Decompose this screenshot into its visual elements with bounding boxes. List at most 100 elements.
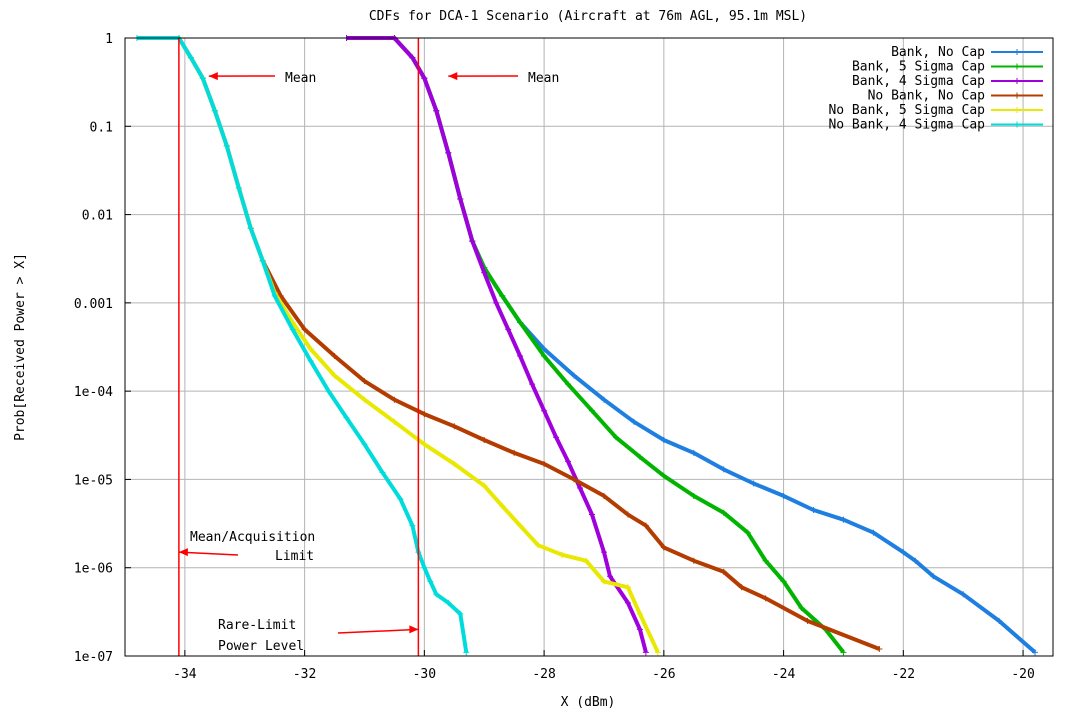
x-tick-label: -34 bbox=[173, 667, 197, 682]
legend-label: No Bank, 4 Sigma Cap bbox=[828, 118, 985, 133]
series-point-marker bbox=[361, 396, 368, 403]
series-point-marker bbox=[636, 453, 643, 460]
series-point-marker bbox=[343, 414, 350, 421]
series-point-marker bbox=[636, 626, 643, 633]
series-point-marker bbox=[720, 466, 727, 473]
series-point-marker bbox=[289, 326, 296, 333]
series-point-marker bbox=[493, 299, 500, 306]
series-point-marker bbox=[541, 460, 548, 467]
series-point-marker bbox=[690, 492, 697, 499]
series-point-marker bbox=[391, 396, 398, 403]
series-point-marker bbox=[577, 484, 584, 491]
annotation-mean-acquisition: Mean/Acquisition bbox=[190, 530, 315, 545]
series-point-marker bbox=[559, 551, 566, 558]
annotation-arrowhead bbox=[208, 72, 218, 81]
series-point-marker bbox=[660, 436, 667, 443]
series-point-marker bbox=[960, 591, 967, 598]
y-tick-label: 1e-04 bbox=[74, 385, 113, 400]
series-point-marker bbox=[331, 353, 338, 360]
series-point-marker bbox=[810, 507, 817, 514]
series-point-marker bbox=[720, 509, 727, 516]
series-point-marker bbox=[762, 557, 769, 564]
series-point-marker bbox=[409, 522, 416, 529]
series-point-marker bbox=[600, 396, 607, 403]
series-point-marker bbox=[511, 449, 518, 456]
series-point-marker bbox=[301, 326, 308, 333]
y-tick-label: 1 bbox=[105, 32, 113, 47]
series-point-marker bbox=[565, 381, 572, 388]
series-point-marker bbox=[259, 257, 266, 264]
series-point-marker bbox=[600, 492, 607, 499]
series-point-marker bbox=[187, 54, 194, 61]
x-tick-label: -28 bbox=[532, 667, 555, 682]
series-point-marker bbox=[421, 75, 428, 82]
series-group bbox=[343, 35, 649, 656]
series-point-marker bbox=[571, 476, 578, 483]
series-point-marker bbox=[379, 469, 386, 476]
chart-title: CDFs for DCA-1 Scenario (Aircraft at 76m… bbox=[369, 9, 807, 24]
series-point-marker bbox=[690, 449, 697, 456]
series-group bbox=[133, 35, 470, 656]
series-point-marker bbox=[588, 511, 595, 518]
annotation-power-level: Power Level bbox=[218, 639, 304, 654]
series-point-marker bbox=[481, 269, 488, 276]
series-point-marker bbox=[720, 568, 727, 575]
series-point-marker bbox=[738, 584, 745, 591]
series-point-marker bbox=[433, 591, 440, 598]
x-tick-label: -24 bbox=[772, 667, 796, 682]
series-point-marker bbox=[535, 542, 542, 549]
y-tick-label: 1e-05 bbox=[74, 473, 113, 488]
series-point-marker bbox=[307, 357, 314, 364]
series-point-marker bbox=[660, 544, 667, 551]
x-tick-label: -32 bbox=[293, 667, 316, 682]
series-point-marker bbox=[271, 292, 278, 299]
annotation-arrowhead bbox=[409, 625, 419, 634]
annotation-arrowhead bbox=[178, 548, 188, 557]
series-point-marker bbox=[600, 578, 607, 585]
x-tick-label: -30 bbox=[413, 667, 436, 682]
series-point-marker bbox=[541, 353, 548, 360]
series-point-marker bbox=[780, 492, 787, 499]
series-point-marker bbox=[600, 549, 607, 556]
series-point-marker bbox=[529, 381, 536, 388]
series-point-marker bbox=[481, 482, 488, 489]
series-point-marker bbox=[421, 441, 428, 448]
series-point-marker bbox=[397, 496, 404, 503]
annotations: Mean Mean Mean/Acquisition Limit Rare-Li… bbox=[178, 71, 559, 654]
series-point-marker bbox=[445, 599, 452, 606]
series-point-marker bbox=[660, 472, 667, 479]
series-point-marker bbox=[199, 75, 206, 82]
annotation-limit: Limit bbox=[275, 549, 314, 564]
series-point-marker bbox=[445, 149, 452, 156]
series-point-marker bbox=[840, 516, 847, 523]
series-point-marker bbox=[876, 646, 883, 653]
series-point-marker bbox=[744, 529, 751, 536]
series-point-marker bbox=[517, 522, 524, 529]
axis-ticks: -34 -32 -30 -28 -26 -24 -22 -20 1 0.1 0.01 0.001 1e-… bbox=[74, 32, 1035, 682]
series-point-marker bbox=[427, 578, 434, 585]
series-point-marker bbox=[331, 372, 338, 379]
series-point-marker bbox=[870, 529, 877, 536]
x-tick-label: -26 bbox=[652, 667, 675, 682]
series-point-marker bbox=[636, 610, 643, 617]
legend-label: No Bank, No Cap bbox=[868, 89, 986, 104]
series-point-marker bbox=[624, 599, 631, 606]
annotation-arrow bbox=[337, 628, 419, 634]
series-point-marker bbox=[606, 573, 613, 580]
series-point-marker bbox=[840, 649, 847, 656]
series-point-marker bbox=[654, 649, 661, 656]
y-tick-label: 0.001 bbox=[74, 297, 113, 312]
series-point-marker bbox=[499, 292, 506, 299]
legend-label: Bank, 4 Sigma Cap bbox=[852, 74, 985, 89]
series-point-marker bbox=[421, 411, 428, 418]
y-tick-label: 1e-07 bbox=[74, 650, 113, 665]
annotation-mean-left: Mean bbox=[285, 71, 316, 86]
y-tick-label: 1e-06 bbox=[74, 562, 113, 577]
reference-lines bbox=[178, 38, 420, 656]
series-point-marker bbox=[451, 423, 458, 430]
series-point-marker bbox=[565, 458, 572, 465]
series-point-marker bbox=[804, 617, 811, 624]
series-point-marker bbox=[900, 549, 907, 556]
series-point-marker bbox=[750, 480, 757, 487]
